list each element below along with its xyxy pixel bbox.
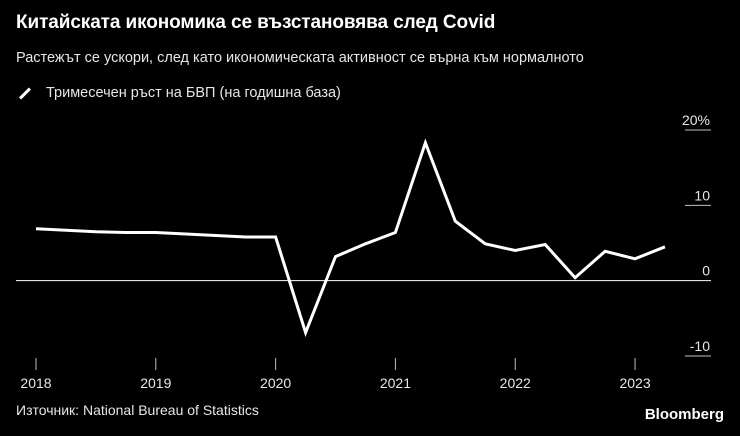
x-tick-label: 2019 xyxy=(140,375,171,391)
x-tick-label: 2018 xyxy=(20,375,51,391)
x-axis: 2018 2019 2020 2021 2022 2023 xyxy=(20,358,651,391)
x-tick-label: 2021 xyxy=(380,375,411,391)
y-axis: 20% 10 0 -10 xyxy=(682,112,711,357)
x-tick-label: 2023 xyxy=(619,375,650,391)
chart-subtitle: Растежът се ускори, след като икономичес… xyxy=(16,50,584,66)
gdp-growth-line xyxy=(35,138,666,338)
y-tick-label: 10 xyxy=(694,187,710,203)
x-tick-label: 2020 xyxy=(260,375,291,391)
bloomberg-logo: Bloomberg xyxy=(644,406,724,423)
chart-title: Китайската икономика се възстановява сле… xyxy=(16,12,496,33)
legend-label: Тримесечен ръст на БВП (на годишна база) xyxy=(46,85,341,101)
y-tick-label: -10 xyxy=(690,338,710,354)
source-note: Източник: National Bureau of Statistics xyxy=(16,402,259,418)
legend: Тримесечен ръст на БВП (на годишна база) xyxy=(16,85,341,101)
y-tick-label: 20% xyxy=(682,112,710,128)
y-tick-label: 0 xyxy=(702,263,710,279)
x-tick-label: 2022 xyxy=(500,375,531,391)
